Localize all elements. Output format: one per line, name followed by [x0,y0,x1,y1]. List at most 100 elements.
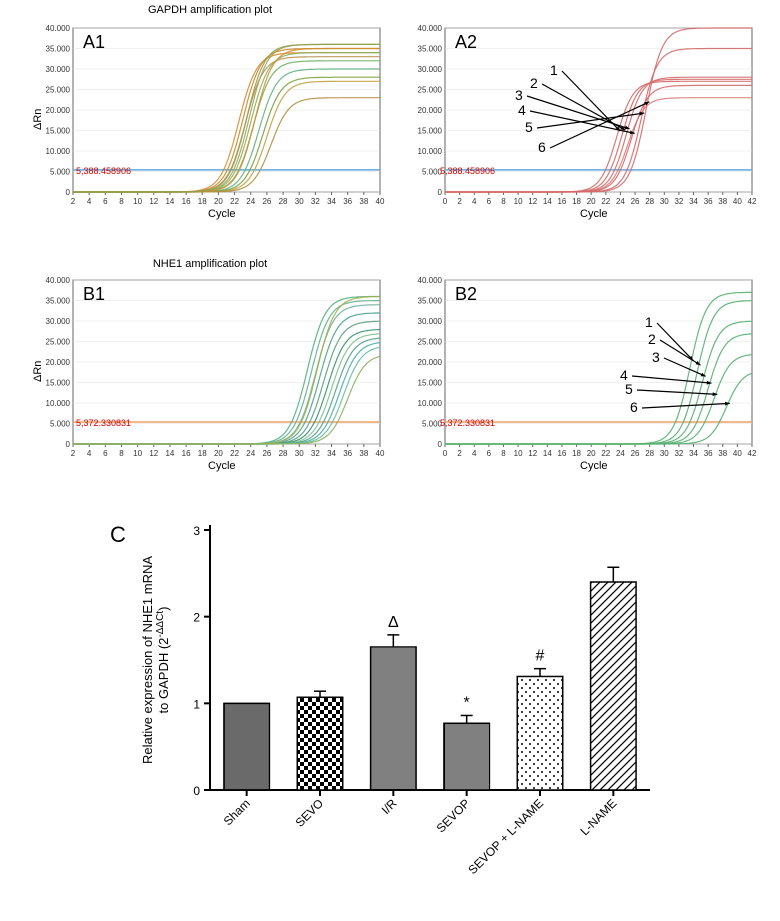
svg-text:34: 34 [327,449,336,458]
svg-text:SEVOP: SEVOP [434,796,473,835]
svg-text:16: 16 [182,449,191,458]
svg-text:30: 30 [295,197,304,206]
svg-text:22: 22 [601,449,610,458]
panel-b2: 05.00010.00015.00020.00025.00030.00035.0… [400,272,760,472]
svg-text:36: 36 [343,449,352,458]
panel-c: C 0123Relative expression of NHE1 mRNAto… [120,510,660,910]
svg-text:40.000: 40.000 [46,24,71,33]
svg-text:22: 22 [230,197,239,206]
svg-text:2: 2 [71,197,76,206]
svg-text:24: 24 [616,449,625,458]
panel-b1-plot: 05.00010.00015.00020.00025.00030.00035.0… [28,272,388,472]
svg-text:26: 26 [262,197,271,206]
svg-text:6: 6 [487,449,492,458]
panel-b1-title: NHE1 amplification plot [110,258,310,270]
svg-text:30.000: 30.000 [46,317,71,326]
svg-text:2: 2 [457,197,462,206]
svg-text:32: 32 [674,449,683,458]
svg-text:28: 28 [279,449,288,458]
svg-text:40: 40 [733,197,742,206]
svg-text:24: 24 [616,197,625,206]
svg-text:36: 36 [343,197,352,206]
svg-text:32: 32 [674,197,683,206]
svg-text:0: 0 [66,188,71,197]
svg-text:8: 8 [119,449,124,458]
svg-text:20.000: 20.000 [418,106,443,115]
svg-text:30: 30 [295,449,304,458]
svg-text:34: 34 [689,197,698,206]
svg-text:32: 32 [311,197,320,206]
svg-text:5.000: 5.000 [50,420,71,429]
svg-text:6: 6 [538,139,546,155]
svg-text:14: 14 [165,449,174,458]
svg-text:8: 8 [501,449,506,458]
svg-text:10.000: 10.000 [418,399,443,408]
panel-b1-xlabel: Cycle [208,460,236,472]
svg-text:40: 40 [376,197,385,206]
svg-text:12: 12 [149,449,158,458]
svg-text:20: 20 [587,449,596,458]
svg-text:18: 18 [572,197,581,206]
svg-text:Δ: Δ [388,614,399,631]
svg-text:1: 1 [550,62,558,78]
svg-text:2: 2 [457,449,462,458]
svg-text:22: 22 [601,197,610,206]
panel-b2-threshold-label: 5,372.330831 [440,418,495,428]
svg-text:10.000: 10.000 [418,147,443,156]
svg-text:0: 0 [443,197,448,206]
svg-text:36: 36 [704,197,713,206]
svg-text:16: 16 [557,197,566,206]
svg-text:4: 4 [87,197,92,206]
svg-text:20: 20 [587,197,596,206]
panel-a2-xlabel: Cycle [580,208,608,220]
svg-text:6: 6 [487,197,492,206]
svg-text:0: 0 [193,784,200,798]
panel-a1-label: A1 [83,32,105,53]
svg-text:12: 12 [528,449,537,458]
svg-text:22: 22 [230,449,239,458]
svg-text:18: 18 [198,197,207,206]
svg-text:2: 2 [71,449,76,458]
svg-text:14: 14 [165,197,174,206]
panel-a2-label: A2 [455,32,477,53]
svg-text:26: 26 [631,449,640,458]
svg-text:5: 5 [525,119,533,135]
svg-text:35.000: 35.000 [418,45,443,54]
svg-text:1: 1 [193,697,200,711]
panel-b1: 05.00010.00015.00020.00025.00030.00035.0… [28,272,388,472]
svg-text:42: 42 [748,449,757,458]
panel-a1-plot: 05.00010.00015.00020.00025.00030.00035.0… [28,20,388,220]
svg-text:4: 4 [87,449,92,458]
svg-text:40.000: 40.000 [46,276,71,285]
svg-text:3: 3 [652,349,660,365]
svg-text:16: 16 [182,197,191,206]
svg-text:14: 14 [543,449,552,458]
svg-text:15.000: 15.000 [418,379,443,388]
svg-text:34: 34 [327,197,336,206]
svg-text:to GAPDH (2-ΔΔCt): to GAPDH (2-ΔΔCt) [155,607,172,714]
svg-text:20: 20 [214,197,223,206]
svg-text:38: 38 [359,197,368,206]
panel-b1-ylabel: ΔRn [32,361,44,382]
svg-text:25.000: 25.000 [418,338,443,347]
svg-text:30.000: 30.000 [418,317,443,326]
svg-text:4: 4 [472,449,477,458]
panel-a1-xlabel: Cycle [208,208,236,220]
svg-text:2: 2 [193,611,200,625]
panel-a2-plot: 05.00010.00015.00020.00025.00030.00035.0… [400,20,760,220]
svg-text:20.000: 20.000 [46,106,71,115]
panel-b2-label: B2 [455,284,477,305]
panel-b1-threshold-label: 5,372.330831 [76,418,131,428]
svg-text:Sham: Sham [221,796,253,828]
svg-text:SEVO: SEVO [293,796,326,829]
svg-text:18: 18 [572,449,581,458]
svg-text:8: 8 [501,197,506,206]
svg-text:40.000: 40.000 [418,276,443,285]
panel-c-label: C [110,522,126,548]
svg-text:5: 5 [625,381,633,397]
svg-text:2: 2 [648,331,656,347]
svg-text:35.000: 35.000 [46,297,71,306]
svg-text:30: 30 [660,197,669,206]
svg-text:0: 0 [443,449,448,458]
svg-text:26: 26 [631,197,640,206]
